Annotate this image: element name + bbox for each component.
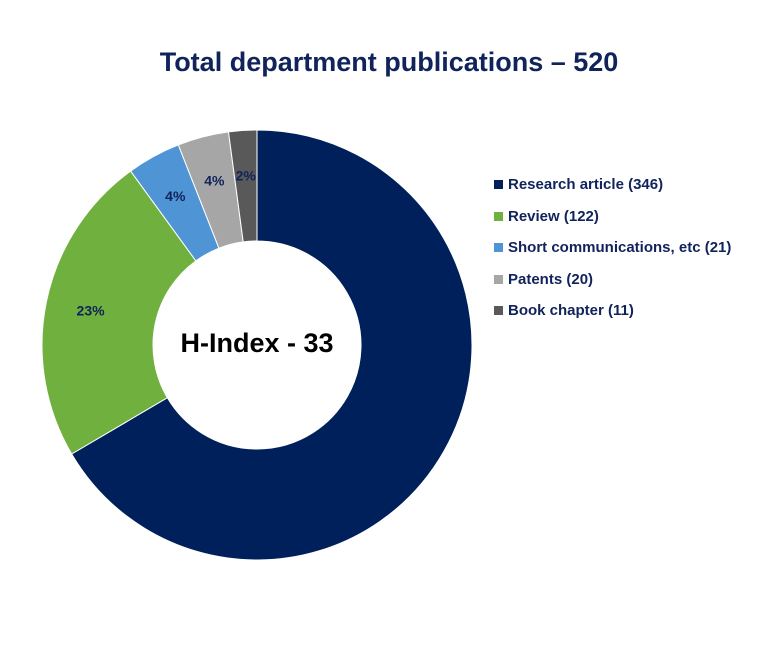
legend-label: Review (122) (508, 207, 599, 225)
chart-title: Total department publications – 520 (159, 47, 619, 77)
slice-4 (227, 129, 258, 243)
legend-swatch (494, 243, 503, 253)
legend-swatch (494, 306, 503, 316)
legend-item-0: Research article (346) (494, 169, 731, 201)
legend-item-1: Review (122) (494, 201, 731, 233)
legend-item-3: Patents (20) (494, 264, 731, 296)
slice-1 (41, 170, 197, 455)
legend-label: Short communications, etc (21) (508, 239, 732, 257)
slice-label-1: 23% (77, 302, 106, 318)
legend-swatch (494, 180, 503, 190)
legend-item-2: Short communications, etc (21) (494, 232, 731, 264)
legend-label: Patents (20) (508, 270, 594, 288)
slice-label-2: 4% (165, 188, 186, 204)
legend-swatch (494, 274, 503, 284)
slice-label-3: 4% (204, 172, 225, 188)
slice-0 (70, 129, 473, 561)
legend-swatch (494, 211, 503, 221)
center-label: H-Index - 33 (180, 328, 333, 358)
legend-label: Research article (346) (508, 176, 664, 194)
slice-label-4: 2% (236, 167, 257, 183)
legend-item-4: Book chapter (11) (494, 295, 731, 327)
legend-label: Book chapter (11) (508, 302, 634, 320)
legend: Research article (346) Review (122) Short … (494, 169, 731, 327)
